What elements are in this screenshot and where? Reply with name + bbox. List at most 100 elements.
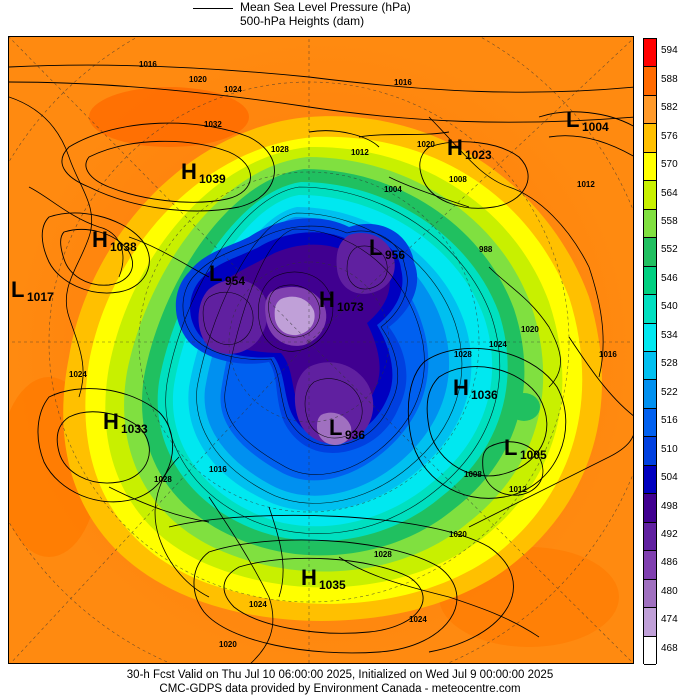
colorbar-tick-label: 516	[661, 415, 678, 427]
colorbar-segment	[644, 352, 656, 381]
isobar-label: 1028	[454, 350, 472, 359]
colorbar-segment	[644, 95, 656, 125]
isobar-label: 1028	[271, 145, 289, 154]
svg-text:1004: 1004	[582, 120, 609, 134]
isobar-label: 1016	[394, 78, 412, 87]
isobar-label: 1004	[384, 185, 402, 194]
legend-header: Mean Sea Level Pressure (hPa) 500-hPa He…	[0, 0, 680, 34]
isobar-label: 1028	[374, 550, 392, 559]
isobar-label: 1020	[521, 325, 539, 334]
svg-text:1023: 1023	[465, 148, 492, 162]
colorbar-segment	[644, 67, 656, 96]
isobar-label: 1020	[449, 530, 467, 539]
footer: 30-h Fcst Valid on Thu Jul 10 06:00:00 2…	[0, 668, 680, 696]
colorbar-tick-label: 528	[661, 358, 678, 370]
colorbar-segment	[644, 181, 656, 210]
svg-text:1036: 1036	[471, 388, 498, 402]
colorbar-segment	[644, 551, 656, 580]
data-credit-text: CMC-GDPS data provided by Environment Ca…	[159, 683, 521, 695]
svg-text:956: 956	[385, 248, 405, 262]
colorbar-tick-label: 546	[661, 272, 678, 284]
colorbar-segment	[644, 39, 656, 68]
center-h1023: H 1023	[447, 135, 492, 162]
isobar-label: 1020	[189, 75, 207, 84]
svg-text:H: H	[301, 565, 317, 590]
legend-mslp-label: Mean Sea Level Pressure (hPa)	[240, 0, 411, 14]
center-l1017: L 1017	[11, 277, 54, 304]
center-l1004: L 1004	[566, 107, 609, 134]
svg-text:954: 954	[225, 274, 245, 288]
colorbar-segment	[644, 380, 656, 409]
svg-text:1039: 1039	[199, 172, 226, 186]
colorbar-tick-label: 540	[661, 301, 678, 313]
colorbar-tick-label: 534	[661, 329, 678, 341]
svg-text:H: H	[103, 409, 119, 434]
center-h1073: H 1073	[319, 287, 364, 314]
center-h1036: H 1036	[453, 375, 498, 402]
colorbar-tick-label: 486	[661, 557, 678, 569]
svg-text:1005: 1005	[520, 448, 547, 462]
isobar-label: 988	[479, 245, 493, 254]
center-l956: L 956	[369, 235, 405, 262]
height-contours	[165, 186, 501, 534]
colorbar-tick-label: 552	[661, 244, 678, 256]
colorbar-segment	[644, 323, 656, 352]
map-svg: 1016 1020 1024 1032 1028 1012 1020 1016 …	[9, 37, 633, 663]
colorbar-segment	[644, 579, 656, 609]
colorbar-segment	[644, 465, 656, 495]
colorbar-tick-label: 480	[661, 585, 678, 597]
isobar-label: 1016	[599, 350, 617, 359]
center-h1033: H 1033	[103, 409, 148, 436]
isobar-label: 1008	[449, 175, 467, 184]
coastlines	[9, 96, 604, 663]
colorbar-tick-label: 576	[661, 130, 678, 142]
isobar-legend-line	[193, 8, 233, 9]
svg-text:L: L	[11, 277, 24, 302]
isobar-label: 1024	[249, 600, 267, 609]
colorbar-segment	[644, 238, 656, 267]
colorbar-segment	[644, 152, 656, 182]
forecast-valid-text: 30-h Fcst Valid on Thu Jul 10 06:00:00 2…	[126, 669, 554, 681]
svg-text:L: L	[566, 107, 579, 132]
colorbar-tick-label: 582	[661, 102, 678, 114]
svg-text:1035: 1035	[319, 578, 346, 592]
svg-text:1017: 1017	[27, 290, 54, 304]
isobars	[9, 64, 633, 654]
svg-text:L: L	[369, 235, 382, 260]
colorbar-tick-label: 522	[661, 386, 678, 398]
colorbar-tick-label: 558	[661, 215, 678, 227]
isobar-labels: 1016 1020 1024 1032 1028 1012 1020 1016 …	[69, 60, 617, 649]
colorbar-tick-label: 510	[661, 443, 678, 455]
center-l1005: L 1005	[504, 435, 547, 462]
colorbar-tick-label: 492	[661, 528, 678, 540]
graticule	[9, 37, 633, 663]
isobar-label: 1024	[489, 340, 507, 349]
isobar-label: 1024	[224, 85, 242, 94]
svg-text:936: 936	[345, 428, 365, 442]
colorbar-segment	[644, 636, 656, 665]
svg-text:1038: 1038	[110, 240, 137, 254]
svg-text:1073: 1073	[337, 300, 364, 314]
colorbar	[643, 38, 657, 665]
colorbar-tick-label: 468	[661, 642, 678, 654]
svg-text:H: H	[453, 375, 469, 400]
legend-heights-label: 500-hPa Heights (dam)	[240, 14, 365, 28]
colorbar-tick-label: 498	[661, 500, 678, 512]
isobar-label: 1020	[219, 640, 237, 649]
colorbar-tick-label: 504	[661, 472, 678, 484]
isobar-label: 1024	[409, 615, 427, 624]
center-h1038: H 1038	[92, 227, 137, 254]
colorbar-segment	[644, 266, 656, 296]
colorbar-segment	[644, 494, 656, 523]
colorbar-tick-label: 570	[661, 159, 678, 171]
svg-text:L: L	[329, 415, 342, 440]
svg-text:H: H	[181, 159, 197, 184]
colorbar-segment	[644, 295, 656, 324]
isobar-label: 1008	[464, 470, 482, 479]
colorbar-segment	[644, 209, 656, 239]
svg-text:H: H	[92, 227, 108, 252]
colorbar-tick-label: 588	[661, 73, 678, 85]
colorbar-tick-label: 594	[661, 45, 678, 57]
center-h1039: H 1039	[181, 159, 226, 186]
center-l954: L 954	[209, 261, 245, 288]
